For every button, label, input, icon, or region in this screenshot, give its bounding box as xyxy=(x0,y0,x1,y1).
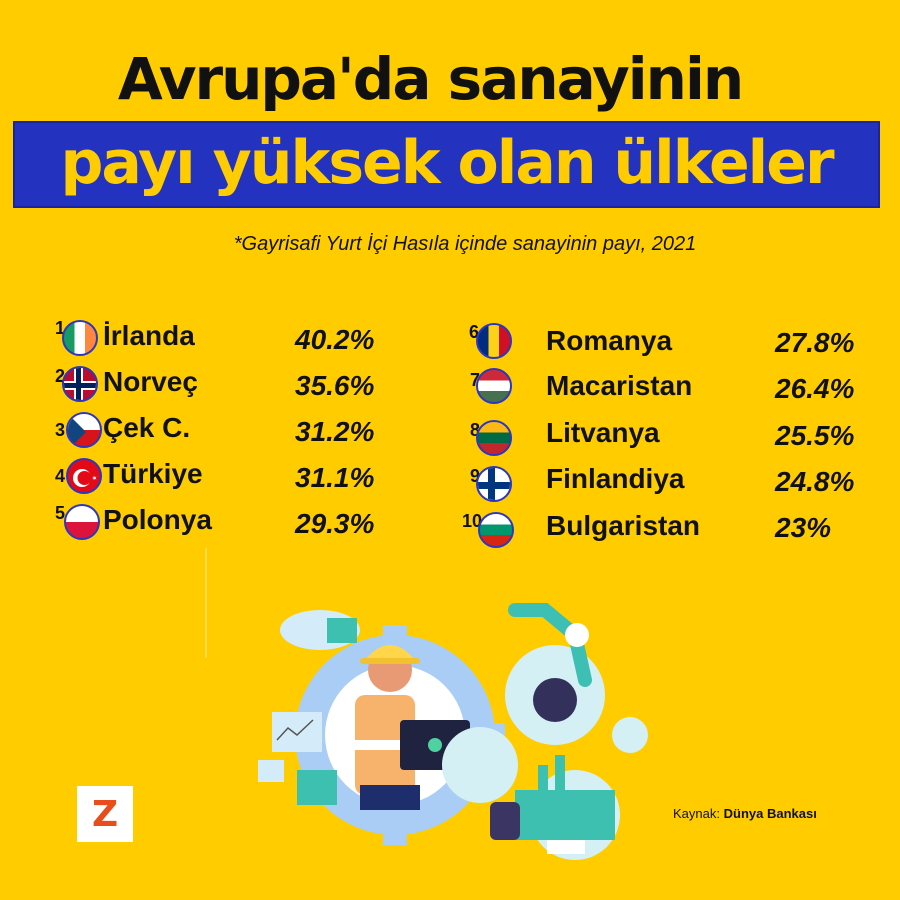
country-name: Macaristan xyxy=(546,370,693,401)
rank-number: 5 xyxy=(55,503,66,523)
country-value: 31.2% xyxy=(295,416,375,447)
title-highlight-box xyxy=(13,121,880,208)
rank-number: 9 xyxy=(470,466,481,486)
finland-flag-icon xyxy=(476,466,512,502)
source-label: Kaynak: xyxy=(673,806,720,821)
czech-flag-icon xyxy=(66,412,102,448)
rank-number: 3 xyxy=(55,420,66,440)
country-value: 27.8% xyxy=(775,327,855,358)
romania-flag-icon xyxy=(476,323,512,359)
country-value: 23% xyxy=(775,512,832,543)
country-name: İrlanda xyxy=(103,320,195,351)
rank-number: 8 xyxy=(470,420,481,440)
country-name: Polonya xyxy=(103,504,212,535)
country-name: Finlandiya xyxy=(546,463,685,494)
source-credit: Kaynak: Dünya Bankası xyxy=(673,806,817,821)
country-value: 26.4% xyxy=(775,373,855,404)
rank-number: 10 xyxy=(462,511,483,531)
country-name: Norveç xyxy=(103,366,198,397)
country-value: 25.5% xyxy=(775,420,855,451)
norway-flag-icon xyxy=(62,366,98,402)
country-value: 35.6% xyxy=(295,370,375,401)
country-value: 31.1% xyxy=(295,462,375,493)
poland-flag-icon xyxy=(64,504,100,540)
industry-worker-illustration xyxy=(258,603,648,860)
country-name: Türkiye xyxy=(103,458,203,489)
hungary-flag-icon xyxy=(476,368,512,404)
rank-number: 2 xyxy=(55,366,66,386)
rank-number: 6 xyxy=(469,322,480,342)
country-name: Bulgaristan xyxy=(546,510,701,541)
bulgaria-flag-icon xyxy=(478,512,514,548)
title-line-2: payı yüksek olan ülkeler xyxy=(60,128,834,198)
source-name: Dünya Bankası xyxy=(723,806,817,821)
lithuania-flag-icon xyxy=(476,420,512,456)
country-value: 40.2% xyxy=(295,324,375,355)
country-value: 29.3% xyxy=(295,508,375,539)
country-name: Çek C. xyxy=(103,412,191,443)
rank-number: 7 xyxy=(470,370,481,390)
title-line-1: Avrupa'da sanayinin xyxy=(117,45,744,113)
country-value: 24.8% xyxy=(775,466,855,497)
subtitle: *Gayrisafi Yurt İçi Hasıla içinde sanayi… xyxy=(233,233,697,255)
rank-number: 1 xyxy=(55,318,66,338)
divider-line xyxy=(205,548,207,658)
turkey-flag-icon xyxy=(66,458,102,494)
country-name: Litvanya xyxy=(546,417,660,448)
publisher-logo: Z xyxy=(77,786,133,842)
ireland-flag-icon xyxy=(62,320,98,356)
country-name: Romanya xyxy=(546,325,673,356)
rank-number: 4 xyxy=(55,466,66,486)
